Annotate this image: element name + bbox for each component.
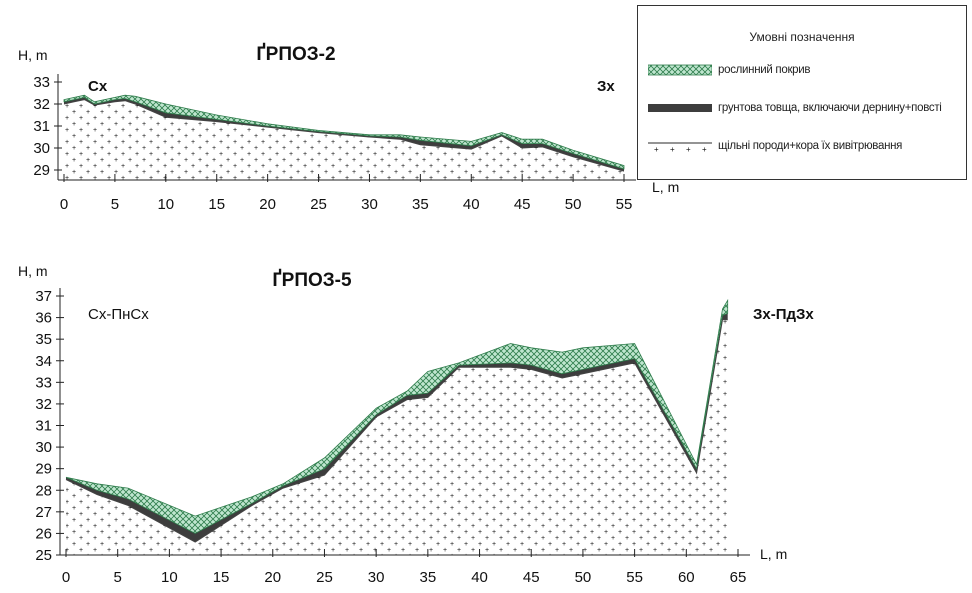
x-tick-label: 15 (208, 196, 225, 213)
y-tick-label: 34 (35, 353, 52, 370)
y-axis-label: H, m (18, 263, 48, 279)
x-tick-label: 30 (368, 569, 385, 586)
y-tick-label: 31 (33, 118, 50, 135)
x-tick-label: 40 (471, 569, 488, 586)
x-tick-label: 0 (60, 196, 68, 213)
chart-title: ҐРПОЗ-2 (256, 43, 335, 65)
rock-swatch-icon: + + + + (648, 142, 712, 153)
x-tick-label: 20 (264, 569, 281, 586)
x-tick-label: 25 (316, 569, 333, 586)
x-tick-label: 25 (310, 196, 327, 213)
rock-area (66, 319, 728, 555)
y-tick-label: 32 (35, 396, 52, 413)
y-tick-label: 29 (35, 461, 52, 478)
x-tick-label: 10 (161, 569, 178, 586)
soil-band (64, 97, 624, 172)
y-axis-label: H, m (18, 47, 48, 63)
x-tick-label: 45 (523, 569, 540, 586)
x-tick-label: 35 (420, 569, 437, 586)
x-tick-label: 35 (412, 196, 429, 213)
x-tick-label: 5 (111, 196, 119, 213)
x-tick-label: 0 (62, 569, 70, 586)
x-tick-label: 50 (565, 196, 582, 213)
x-tick-label: 15 (213, 569, 230, 586)
legend-title: Умовні позначення (749, 30, 855, 44)
x-tick-label: 60 (678, 569, 695, 586)
y-tick-label: 26 (35, 525, 52, 542)
rock-area (64, 99, 624, 180)
y-tick-label: 28 (35, 482, 52, 499)
soil-swatch-icon (648, 104, 712, 112)
x-axis-label: L, m (760, 546, 787, 562)
x-tick-label: 30 (361, 196, 378, 213)
direction-label-left: Сх (88, 78, 108, 95)
y-tick-label: 33 (35, 374, 52, 391)
legend-label: грунтова товща, включаючи дернину+повсті (718, 102, 942, 114)
x-tick-label: 5 (114, 569, 122, 586)
chart-grpoz-2: 29 30 31 32 33 0 5 10 15 20 25 30 35 40 45 50 55 ҐРПОЗ-2 H… (18, 43, 679, 213)
legend-label: рослинний покрив (718, 64, 811, 76)
rock-surface-line (63, 99, 625, 172)
legend-item-vegetation: рослинний покрив (648, 60, 811, 80)
vegetation-swatch-icon (648, 64, 712, 76)
legend-item-soil: грунтова товща, включаючи дернину+повсті (648, 98, 942, 118)
x-tick-label: 50 (575, 569, 592, 586)
svg-text:+: + (670, 145, 675, 153)
x-tick-label: 45 (514, 196, 531, 213)
direction-label-right: Зх-ПдЗх (753, 306, 814, 323)
y-tick-label: 30 (35, 439, 52, 456)
y-tick-label: 25 (35, 547, 52, 564)
svg-text:+: + (654, 145, 659, 153)
x-tick-label: 55 (616, 196, 633, 213)
legend: Умовні позначення рослинний покрив грунт… (637, 5, 967, 180)
y-tick-label: 31 (35, 418, 52, 435)
vegetation-band (63, 94, 625, 170)
svg-text:+: + (686, 145, 691, 153)
y-tick-label: 33 (33, 74, 50, 91)
x-tick-label: 40 (463, 196, 480, 213)
legend-item-rock: + + + + щільні породи+кора їх вивітрюван… (648, 136, 902, 156)
y-tick-label: 29 (33, 162, 50, 179)
direction-label-right: Зх (597, 78, 615, 95)
direction-label-left: Сх-ПнСх (88, 306, 149, 323)
x-tick-label: 20 (259, 196, 276, 213)
y-tick-label: 37 (35, 288, 52, 305)
vegetation-band (65, 298, 729, 534)
x-tick-label: 65 (730, 569, 747, 586)
svg-text:+: + (702, 145, 707, 153)
y-tick-label: 32 (33, 96, 50, 113)
y-tick-label: 36 (35, 310, 52, 327)
x-tick-label: 10 (157, 196, 174, 213)
y-tick-label: 27 (35, 504, 52, 521)
chart-grpoz-5: 25 26 27 28 29 30 31 32 33 34 35 36 37 0 5 10 15 20 25 30 35… (18, 263, 814, 586)
x-tick-label: 55 (626, 569, 643, 586)
rock-surface-line (65, 319, 728, 543)
legend-label: щільні породи+кора їх вивітрювання (718, 140, 903, 152)
chart-title: ҐРПОЗ-5 (272, 269, 352, 291)
x-axis-label: L, m (652, 179, 679, 195)
y-tick-label: 30 (33, 140, 50, 157)
y-tick-label: 35 (35, 331, 52, 348)
